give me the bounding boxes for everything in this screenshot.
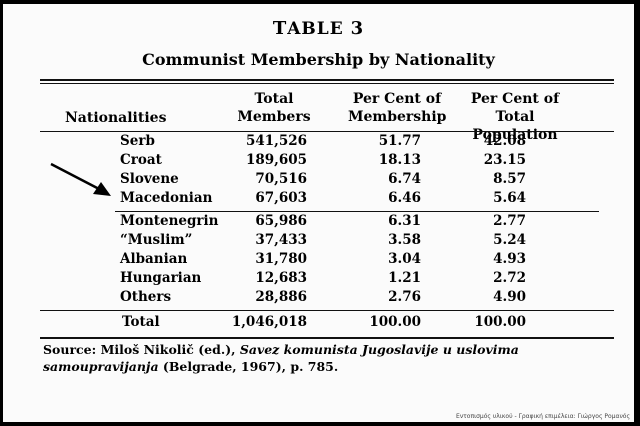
pct-population-cell: 23.15	[483, 152, 526, 168]
nationality-cell: Croat	[120, 152, 162, 168]
header-percent-membership: Per Cent of Membership	[348, 91, 447, 125]
nationality-cell: Slovene	[120, 171, 179, 187]
members-cell: 31,780	[255, 251, 307, 267]
pct-membership-cell: 18.13	[378, 152, 421, 168]
members-cell: 12,683	[255, 270, 307, 286]
total-pct-membership-cell: 100.00	[369, 314, 421, 330]
table-row: Serb 541,526 51.77 42.08	[3, 132, 634, 151]
members-cell: 189,605	[245, 152, 307, 168]
members-cell: 541,526	[245, 133, 307, 149]
total-label: Total	[122, 314, 160, 330]
nationality-cell: Albanian	[120, 251, 188, 267]
pct-population-cell: 4.93	[493, 251, 526, 267]
annotation-line	[115, 211, 599, 212]
top-rule-thin	[40, 83, 614, 84]
pct-membership-cell: 2.76	[388, 289, 421, 305]
total-rule	[40, 310, 614, 311]
table-row: Albanian 31,780 3.04 4.93	[3, 250, 634, 269]
pct-membership-cell: 1.21	[388, 270, 421, 286]
pct-population-cell: 2.77	[493, 213, 526, 229]
pct-membership-cell: 3.04	[388, 251, 421, 267]
pct-membership-cell: 6.31	[388, 213, 421, 229]
members-cell: 65,986	[255, 213, 307, 229]
table-row: Croat 189,605 18.13 23.15	[3, 151, 634, 170]
header-nationalities: Nationalities	[65, 110, 167, 126]
table-row: Hungarian 12,683 1.21 2.72	[3, 269, 634, 288]
nationality-cell: Others	[120, 289, 172, 305]
table-title: Communist Membership by Nationality	[142, 50, 495, 69]
pct-population-cell: 8.57	[493, 171, 526, 187]
header-rule	[40, 131, 614, 132]
members-cell: 70,516	[255, 171, 307, 187]
total-pct-population-cell: 100.00	[474, 314, 526, 330]
pct-population-cell: 5.64	[493, 190, 526, 206]
members-cell: 67,603	[255, 190, 307, 206]
header-total-members: Total Members	[237, 91, 311, 125]
pct-population-cell: 42.08	[483, 133, 526, 149]
total-row: Total 1,046,018 100.00 100.00	[3, 313, 634, 332]
pct-population-cell: 5.24	[493, 232, 526, 248]
pct-membership-cell: 6.74	[388, 171, 421, 187]
pct-membership-cell: 3.58	[388, 232, 421, 248]
table-row: Montenegrin 65,986 6.31 2.77	[3, 212, 634, 231]
table-row: Macedonian 67,603 6.46 5.64	[3, 189, 634, 208]
nationality-cell: Hungarian	[120, 270, 202, 286]
table-row: “Muslim” 37,433 3.58 5.24	[3, 231, 634, 250]
document-page: TABLE 3 Communist Membership by National…	[3, 4, 634, 422]
bottom-rule	[40, 337, 614, 339]
pct-membership-cell: 51.77	[378, 133, 421, 149]
top-rule	[40, 79, 614, 81]
members-cell: 28,886	[255, 289, 307, 305]
members-cell: 37,433	[255, 232, 307, 248]
nationality-cell: Macedonian	[120, 190, 213, 206]
nationality-cell: Serb	[120, 133, 155, 149]
table-row: Slovene 70,516 6.74 8.57	[3, 170, 634, 189]
total-members-cell: 1,046,018	[231, 314, 307, 330]
nationality-cell: Montenegrin	[120, 213, 219, 229]
pct-population-cell: 4.90	[493, 289, 526, 305]
pct-population-cell: 2.72	[493, 270, 526, 286]
pct-membership-cell: 6.46	[388, 190, 421, 206]
table-row: Others 28,886 2.76 4.90	[3, 288, 634, 307]
table-label: TABLE 3	[272, 18, 365, 39]
source-note: Source: Miloš Nikolič (ed.), Savez komun…	[43, 342, 519, 374]
nationality-cell: “Muslim”	[120, 232, 193, 248]
watermark-credit: Εντοπισμός υλικού - Γραφική επιμέλεια: Γ…	[456, 413, 630, 420]
arrow-pointer-icon	[50, 162, 111, 196]
